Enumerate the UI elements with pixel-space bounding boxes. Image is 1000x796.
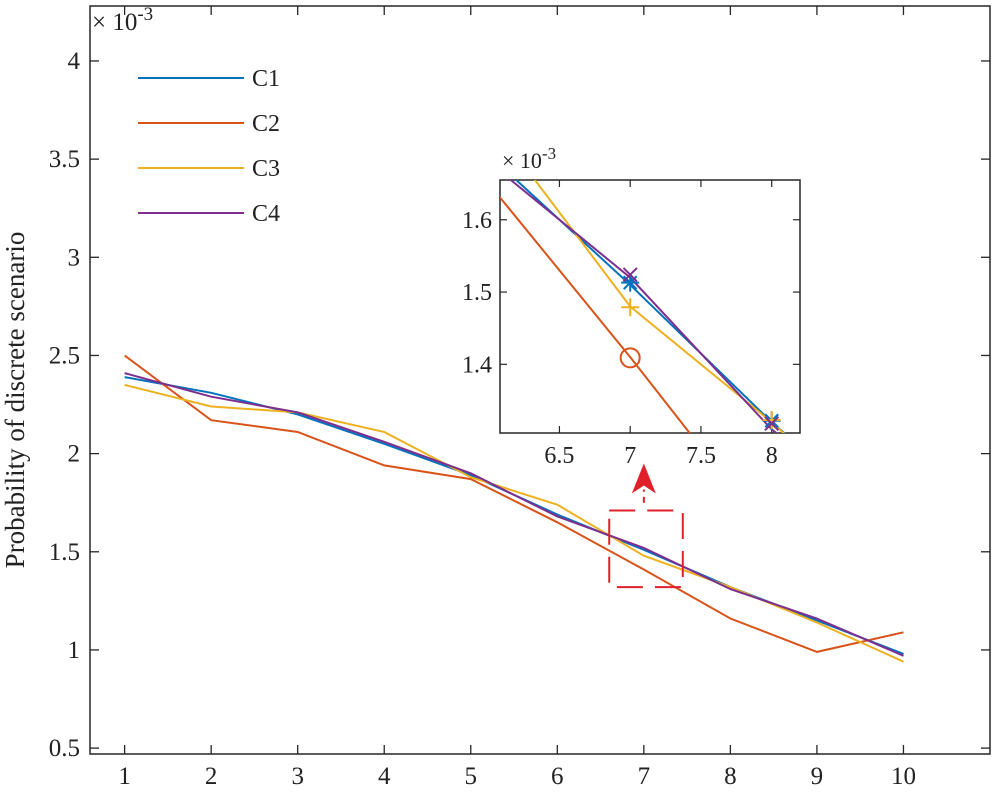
inset-exponent-label: × 10-3 (502, 144, 556, 173)
x-tick-label: 1 (118, 763, 131, 790)
y-tick-label: 4 (68, 48, 81, 75)
y-tick-label: 2.5 (49, 342, 80, 369)
inset-zoom-plot: 6.5 7 7.5 8 1.4 1.5 1.6 × 10-3 (462, 144, 801, 469)
y-axis-label: Probability of discrete scenario (0, 232, 30, 569)
inset-marker-c4 (764, 416, 780, 432)
legend-label-c3: C3 (252, 156, 280, 182)
inset-marker-c1 (621, 273, 640, 292)
y-tick-label: 3 (68, 244, 81, 271)
series-line-c4 (124, 372, 904, 657)
x-tick-label: 9 (811, 763, 824, 790)
x-tick-label: 4 (378, 763, 391, 790)
inset-marker-c3 (621, 298, 640, 317)
legend-label-c1: C1 (252, 66, 280, 92)
inset-y-tick-label: 1.4 (462, 352, 492, 378)
x-tick-label: 10 (891, 763, 916, 790)
x-tick-label: 7 (638, 763, 651, 790)
x-tick-label: 6 (551, 763, 564, 790)
x-tick-label: 3 (291, 763, 304, 790)
inset-y-tick-label: 1.6 (462, 208, 492, 234)
y-tick-label: 2 (68, 441, 81, 468)
inset-x-tick-label: 7.5 (686, 443, 716, 469)
inset-y-tick-label: 1.5 (462, 280, 492, 306)
x-tick-label: 8 (724, 763, 737, 790)
legend-label-c4: C4 (252, 201, 280, 227)
inset-x-tick-label: 6.5 (544, 443, 574, 469)
x-tick-label: 5 (465, 763, 478, 790)
zoom-arrow-head (631, 463, 656, 494)
series-line-c2 (124, 354, 904, 653)
inset-frame (499, 179, 801, 434)
y-tick-label: 3.5 (49, 146, 80, 173)
inset-x-tick-label: 8 (766, 443, 778, 469)
y-tick-label: 1.5 (49, 539, 80, 566)
y-tick-label: 1 (68, 637, 81, 664)
inset-marker-c4 (622, 267, 638, 283)
y-tick-label: 0.5 (49, 735, 80, 762)
legend-label-c2: C2 (252, 111, 280, 137)
inset-marker-c3 (762, 410, 781, 429)
inset-marker-c2 (619, 347, 641, 369)
x-tick-label: 2 (205, 763, 218, 790)
main-plot-area: 1 2 3 4 5 6 7 8 9 10 0.5 1 1.5 2 2.5 3 3.5 4 Probability o… (0, 4, 991, 790)
inset-x-tick-label: 7 (624, 443, 636, 469)
y-exponent-label: × 10-3 (92, 4, 153, 36)
